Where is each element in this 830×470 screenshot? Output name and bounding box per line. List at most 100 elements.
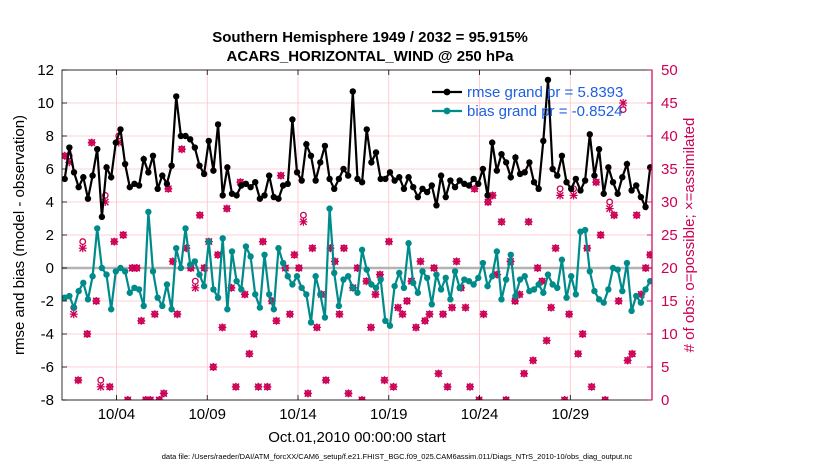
x-tick-label: 10/04 (98, 406, 136, 423)
rmse-point (242, 180, 250, 188)
x-tick-label: 10/24 (461, 406, 499, 423)
obs-assimilated-marker (623, 356, 632, 365)
rmse-point (554, 172, 561, 179)
bias-point (605, 286, 612, 293)
obs-assimilated-marker (484, 198, 493, 206)
obs-assimilated-marker (276, 171, 285, 180)
rmse-point (368, 159, 375, 166)
rmse-point (80, 174, 87, 181)
rmse-point (94, 146, 101, 153)
bias-point (363, 266, 370, 273)
x-tick-label: 10/14 (279, 406, 317, 423)
obs-assimilated-stroke (505, 396, 510, 400)
rmse-point (540, 137, 547, 145)
y-right-tick-label: 50 (661, 62, 678, 79)
bias-point (265, 291, 273, 298)
y-left-tick-label: 2 (46, 227, 54, 244)
bias-point (186, 261, 194, 268)
bias-point (326, 205, 333, 212)
y-axis-right-label: # of obs: o=possible; ×=assimilated (681, 118, 698, 353)
obs-assimilated-stroke (155, 396, 161, 400)
rmse-point (521, 169, 528, 176)
y-left-tick-label: 10 (37, 95, 54, 112)
rmse-point (340, 165, 347, 173)
bias-point (493, 248, 501, 255)
obs-assimilated-marker (605, 204, 614, 213)
obs-assimilated-stroke (502, 396, 508, 400)
obs-assimilated-stroke (358, 396, 363, 400)
bias-point (252, 291, 259, 298)
bias-point (261, 251, 268, 258)
rmse-point (210, 167, 217, 174)
bias-point (646, 278, 652, 285)
bias-point (405, 240, 412, 247)
bias-point (391, 282, 398, 290)
rmse-point (135, 182, 143, 189)
obs-assimilated-marker (285, 310, 294, 319)
rmse-point (317, 159, 324, 166)
obs-assimilated-marker (578, 330, 587, 338)
rmse-point (140, 155, 147, 163)
bias-point (173, 245, 180, 252)
rmse-point (600, 190, 607, 197)
bias-point (344, 273, 352, 280)
bias-point (451, 268, 459, 275)
rmse-point (186, 136, 194, 143)
rmse-point (173, 93, 180, 100)
bias-point (84, 296, 92, 303)
rmse-point (344, 172, 352, 179)
bias-point (586, 268, 593, 275)
bias-point (554, 284, 561, 291)
rmse-point (465, 182, 473, 189)
y-left-tick-label: 0 (46, 260, 54, 277)
bias-point (279, 259, 287, 267)
bias-point (233, 278, 240, 285)
bias-point (177, 264, 185, 272)
legend-rmse-label: rmse grand pr = 5.8393 (467, 84, 623, 101)
rmse-point (489, 139, 496, 146)
obs-assimilated-marker (439, 310, 448, 319)
obs-assimilated-stroke (124, 396, 129, 400)
y-right-tick-label: 35 (661, 161, 678, 178)
bias-point (80, 279, 87, 287)
obs-assimilated-marker (74, 376, 83, 385)
rmse-point (391, 177, 398, 184)
rmse-point (98, 213, 106, 221)
rmse-point (628, 187, 635, 194)
bias-point (567, 273, 575, 280)
y-axis-left-label: rmse and bias (model - observation) (11, 115, 28, 355)
obs-assimilated-marker (218, 323, 227, 332)
bias-point (200, 282, 208, 290)
bias-point (489, 273, 496, 280)
obs-assimilated-marker (299, 217, 308, 226)
bias-point (428, 301, 435, 308)
obs-assimilated-marker (398, 310, 407, 319)
bias-point (70, 304, 78, 311)
rmse-point (159, 172, 166, 179)
bias-point (182, 225, 189, 232)
obs-assimilated-marker (619, 99, 628, 107)
obs-assimilated-marker (443, 382, 452, 391)
rmse-point (233, 192, 240, 199)
rmse-point (214, 121, 222, 128)
y-right-tick-label: 30 (661, 194, 678, 211)
rmse-point (428, 182, 435, 189)
obs-assimilated-stroke (560, 396, 566, 400)
x-tick-label: 10/09 (188, 406, 226, 423)
bias-point (633, 292, 640, 300)
rmse-point (609, 179, 617, 186)
obs-assimilated-marker (614, 297, 623, 305)
bias-point (600, 299, 607, 306)
bias-point (437, 286, 445, 293)
rmse-point (154, 185, 161, 192)
obs-assimilated-stroke (149, 396, 154, 400)
bias-point (112, 268, 120, 275)
obs-assimilated-marker (556, 191, 565, 200)
y-right-tick-label: 5 (661, 359, 669, 376)
bias-point (168, 306, 175, 313)
bias-point (484, 282, 491, 290)
obs-assimilated-marker (191, 283, 200, 292)
rmse-point (121, 160, 129, 168)
rmse-point (293, 169, 301, 176)
rmse-point (149, 152, 157, 159)
